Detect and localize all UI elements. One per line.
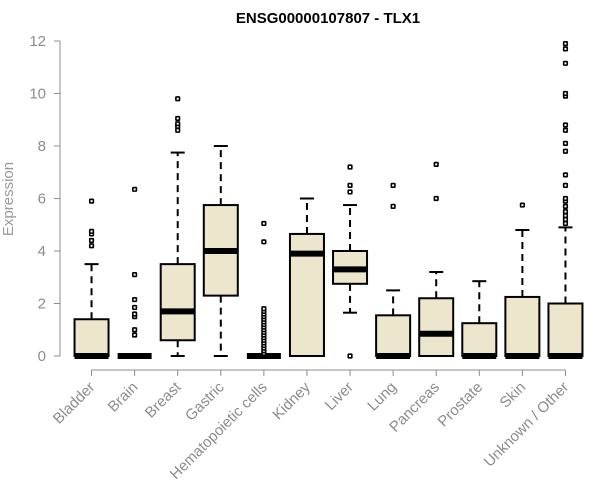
outlier-point bbox=[562, 216, 569, 223]
box-breast bbox=[159, 96, 196, 357]
outlier-point bbox=[175, 121, 181, 127]
box-body bbox=[547, 302, 584, 357]
outlier-point bbox=[88, 243, 95, 249]
outlier-point bbox=[175, 96, 181, 102]
box-kidney bbox=[288, 197, 325, 357]
y-axis-label: Expression bbox=[0, 162, 17, 236]
outlier-point bbox=[562, 148, 569, 154]
x-tick-label: Prostate bbox=[435, 379, 487, 431]
box-body bbox=[73, 318, 110, 357]
outlier-point bbox=[261, 220, 267, 227]
chart-title: ENSG00000107807 - TLX1 bbox=[236, 10, 420, 27]
y-tick-label: 4 bbox=[38, 243, 46, 260]
box-body bbox=[461, 322, 498, 357]
box-bladder bbox=[73, 198, 110, 359]
box-pancreas bbox=[418, 161, 455, 357]
outlier-point bbox=[562, 182, 569, 188]
box-body bbox=[375, 314, 412, 357]
outlier-point bbox=[347, 189, 353, 195]
outlier-point bbox=[562, 172, 569, 178]
outlier-point bbox=[562, 203, 569, 209]
x-tick-label: Breast bbox=[142, 378, 185, 421]
x-tick-label: Kidney bbox=[269, 378, 314, 423]
box-prostate bbox=[461, 280, 498, 359]
box-unknown-other bbox=[547, 41, 584, 359]
outlier-point bbox=[347, 353, 353, 359]
outlier-point bbox=[261, 306, 267, 312]
y-axis: 0 2 4 6 8 10 12 bbox=[29, 33, 61, 365]
outlier-point bbox=[519, 202, 525, 208]
box-gastric bbox=[202, 145, 239, 357]
x-tick-label: Brain bbox=[105, 379, 142, 416]
box-skin bbox=[504, 202, 541, 359]
x-tick-label: Skin bbox=[497, 379, 530, 412]
outlier-point bbox=[562, 127, 569, 133]
y-tick-label: 0 bbox=[38, 348, 46, 365]
x-tick-label: Lung bbox=[364, 379, 400, 415]
outlier-point bbox=[347, 164, 353, 170]
outlier-point bbox=[562, 212, 569, 219]
box-liver bbox=[332, 164, 369, 359]
outlier-point bbox=[132, 272, 138, 278]
outlier-point bbox=[347, 182, 353, 188]
outlier-point bbox=[132, 296, 138, 303]
outlier-point bbox=[132, 332, 138, 338]
outlier-point bbox=[261, 239, 267, 245]
box-body bbox=[504, 295, 541, 357]
x-tick-label: Bladder bbox=[50, 379, 99, 428]
outlier-point bbox=[175, 127, 181, 133]
outlier-point bbox=[132, 311, 138, 317]
outlier-point bbox=[562, 41, 569, 47]
box-body bbox=[159, 263, 196, 342]
outlier-point bbox=[562, 90, 569, 97]
outlier-point bbox=[175, 115, 181, 122]
outlier-point bbox=[390, 182, 396, 188]
outlier-point bbox=[390, 203, 396, 209]
y-tick-label: 12 bbox=[29, 33, 46, 50]
outlier-point bbox=[132, 186, 138, 192]
y-tick-label: 6 bbox=[38, 191, 46, 208]
y-tick-label: 8 bbox=[38, 138, 46, 155]
boxes-group bbox=[73, 41, 584, 359]
box-brain bbox=[117, 186, 152, 359]
box-lung bbox=[375, 182, 412, 359]
outlier-point bbox=[562, 220, 569, 227]
x-tick-label: Liver bbox=[322, 379, 357, 414]
box-hematopoietic-cells bbox=[246, 220, 281, 359]
outlier-point bbox=[132, 304, 138, 311]
outlier-point bbox=[562, 209, 569, 215]
outlier-point bbox=[562, 122, 569, 128]
outlier-point bbox=[88, 228, 95, 234]
outlier-point bbox=[562, 60, 569, 66]
outlier-point bbox=[562, 195, 569, 202]
outlier-point bbox=[562, 46, 569, 52]
y-tick-label: 2 bbox=[38, 296, 46, 313]
outlier-point bbox=[88, 198, 95, 204]
outlier-point bbox=[88, 237, 95, 244]
outlier-point bbox=[562, 140, 569, 146]
outlier-point bbox=[433, 195, 439, 202]
outlier-point bbox=[132, 327, 138, 333]
y-tick-label: 10 bbox=[29, 86, 46, 103]
box-body bbox=[418, 297, 455, 357]
outlier-point bbox=[433, 161, 439, 167]
